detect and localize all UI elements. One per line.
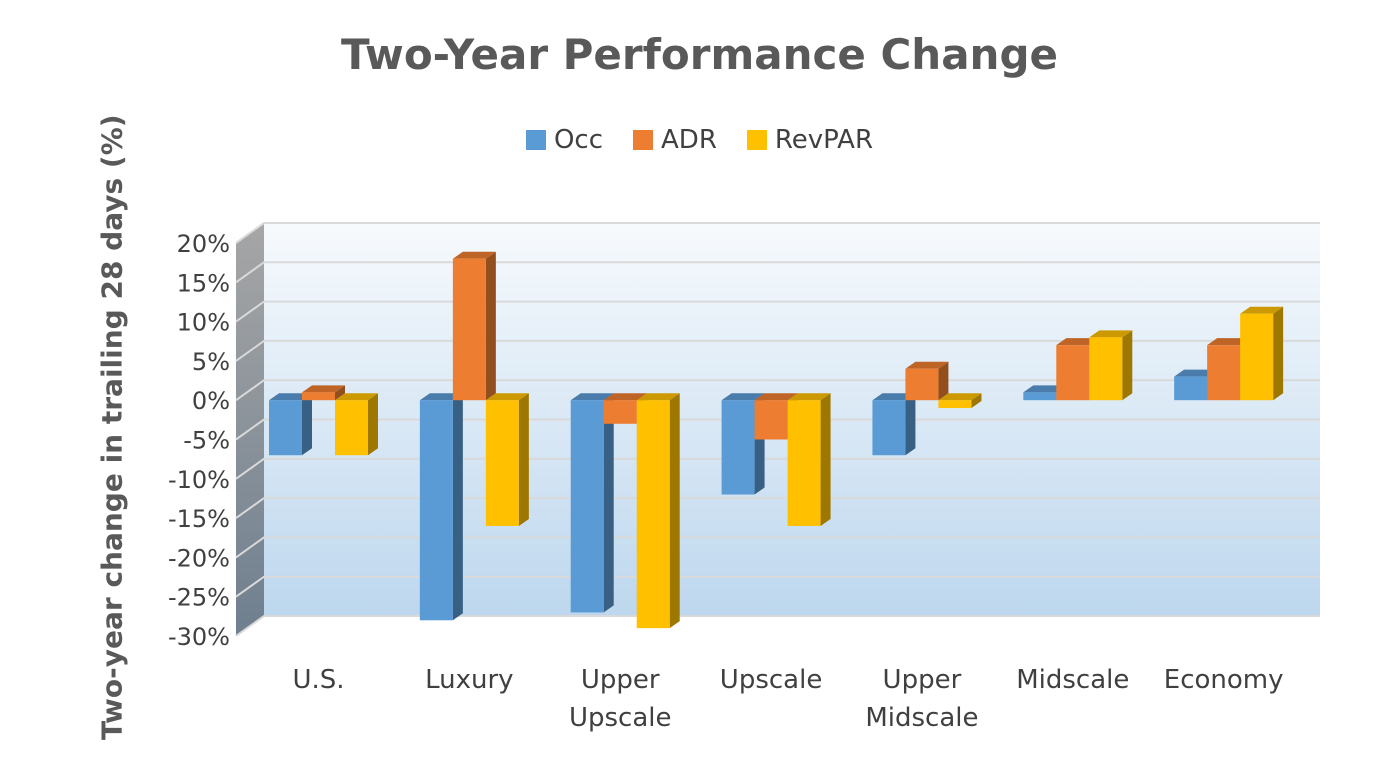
bar-adr-4: [905, 361, 949, 401]
legend-swatch-adr: [633, 130, 654, 150]
gridline: [235, 457, 1320, 480]
y-tick-label: -25%: [168, 584, 230, 612]
legend: Occ ADR RevPAR: [0, 125, 1399, 155]
bar-adr-1: [452, 251, 496, 401]
bar-revpar-6: [1240, 306, 1284, 401]
y-tick-label: -5%: [183, 427, 230, 455]
x-tick-label: Midscale: [1016, 665, 1129, 695]
bar-revpar-2: [636, 393, 680, 629]
gridline: [235, 300, 1320, 323]
bar-occ-1: [419, 393, 463, 621]
legend-swatch-revpar: [746, 130, 767, 150]
bar-revpar-3: [787, 393, 831, 526]
bar-revpar-5: [1089, 330, 1133, 401]
bar-adr-0: [302, 385, 345, 401]
x-tick-label: Upper Upscale: [569, 665, 672, 733]
y-tick-label: -20%: [168, 544, 230, 572]
bar-revpar-1: [485, 393, 529, 526]
gridline: [235, 379, 1320, 402]
y-tick-label: 0%: [192, 387, 230, 415]
gridline: [235, 261, 1320, 284]
gridline: [235, 418, 1320, 441]
legend-label-adr: ADR: [661, 125, 717, 155]
gridline: [235, 339, 1320, 362]
bar-revpar-4: [938, 393, 982, 409]
y-tick-label: -15%: [168, 505, 230, 533]
legend-swatch-occ: [525, 130, 546, 150]
bar-occ-0: [269, 393, 312, 456]
y-tick-label: -10%: [168, 466, 230, 494]
gridline: [235, 536, 1320, 559]
gridline: [235, 222, 1320, 244]
legend-label-revpar: RevPAR: [774, 125, 874, 155]
legend-item-revpar: RevPAR: [746, 125, 874, 155]
legend-item-occ: Occ: [525, 125, 604, 155]
y-tick-label: 15%: [177, 269, 230, 297]
x-tick-label: Upscale: [720, 665, 823, 695]
legend-item-adr: ADR: [633, 125, 717, 155]
gridline: [235, 575, 1320, 598]
legend-label-occ: Occ: [553, 125, 604, 155]
gridline: [235, 497, 1320, 519]
bar-revpar-0: [335, 393, 378, 456]
x-tick-label: Economy: [1164, 665, 1284, 695]
chart-title: Two-Year Performance Change: [340, 30, 1058, 79]
y-tick-label: -30%: [168, 623, 230, 651]
bar-occ-2: [570, 393, 614, 613]
x-tick-label: U.S.: [292, 665, 344, 695]
gridline: [235, 615, 1320, 637]
y-tick-label: 20%: [177, 230, 230, 258]
x-tick-label: Upper Midscale: [865, 665, 978, 733]
y-tick-label: 10%: [177, 309, 230, 337]
bar-occ-4: [872, 393, 916, 456]
x-tick-label: Luxury: [425, 665, 513, 695]
y-tick-label: 5%: [192, 348, 230, 376]
